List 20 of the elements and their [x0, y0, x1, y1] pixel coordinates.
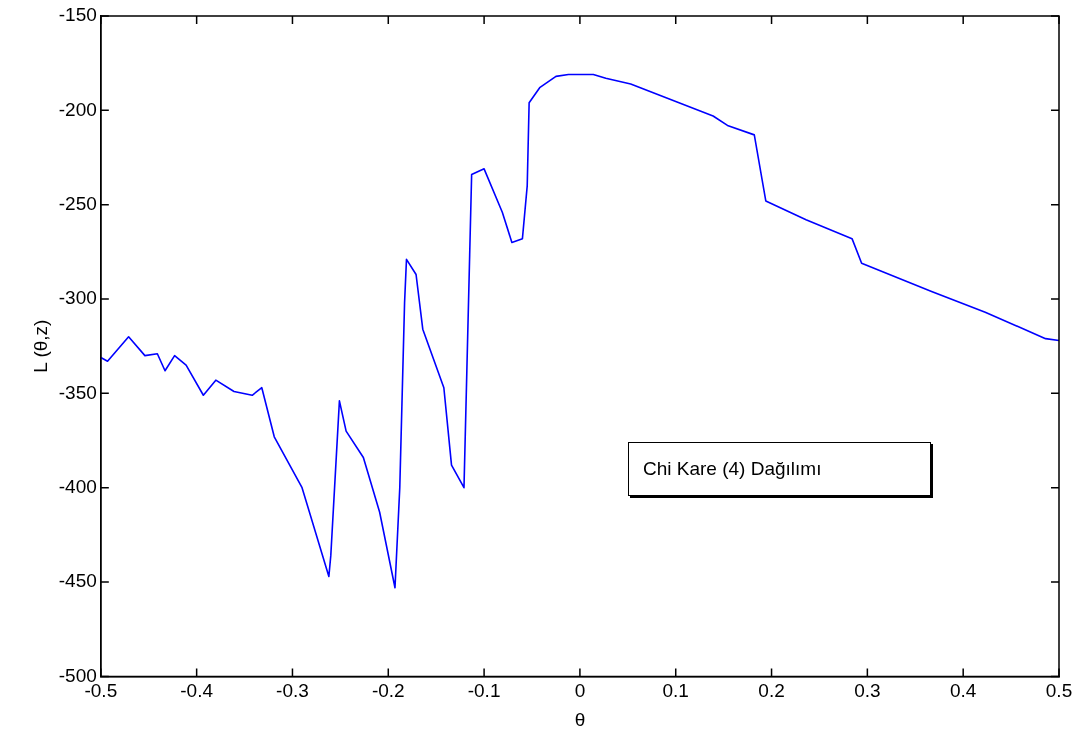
- x-tick-label: 0.4: [949, 680, 977, 702]
- x-tick-label: 0.1: [662, 680, 689, 702]
- x-tick-label: 0: [574, 680, 586, 702]
- y-axis-title: L (θ,z): [29, 319, 51, 373]
- y-tick-label: -400: [58, 475, 97, 497]
- x-tick-label: 0.5: [1045, 680, 1073, 702]
- x-tick-label: -0.1: [467, 680, 501, 702]
- x-tick-label: -0.4: [180, 680, 214, 702]
- y-tick-label: -150: [58, 4, 97, 26]
- y-tick-label: -350: [58, 381, 97, 403]
- x-tick-label: 0.2: [758, 680, 785, 702]
- y-tick-label: -450: [58, 570, 97, 592]
- x-tick-label: 0.3: [854, 680, 881, 702]
- x-axis-title: θ: [574, 708, 586, 730]
- y-tick-label: -250: [58, 192, 97, 214]
- x-tick-label: -0.3: [276, 680, 309, 702]
- x-tick-label: -0.2: [371, 680, 405, 702]
- text-box: Chi Kare (4) Dağılımı: [628, 442, 931, 496]
- y-tick-label: -300: [58, 287, 97, 309]
- y-tick-label: -200: [58, 98, 97, 120]
